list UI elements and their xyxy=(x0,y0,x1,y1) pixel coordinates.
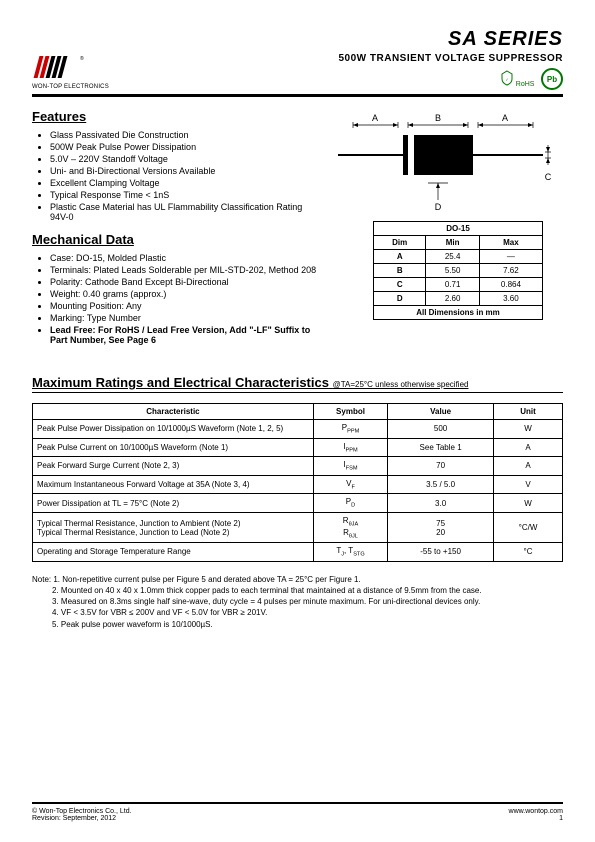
table-row: Peak Pulse Current on 10/1000µS Waveform… xyxy=(33,438,563,457)
features-list: Glass Passivated Die Construction 500W P… xyxy=(32,130,321,222)
features-heading: Features xyxy=(32,109,321,124)
mechanical-item: Polarity: Cathode Band Except Bi-Directi… xyxy=(50,277,321,287)
footer-url: www.wontop.com xyxy=(509,808,563,815)
pb-free-icon: Pb xyxy=(541,68,563,90)
feature-item: 5.0V – 220V Standoff Voltage xyxy=(50,154,321,164)
series-subtitle: 500W TRANSIENT VOLTAGE SUPPRESSOR xyxy=(339,53,564,64)
page-footer: © Won-Top Electronics Co., Ltd. Revision… xyxy=(32,802,563,822)
svg-text:C: C xyxy=(545,172,552,182)
svg-text:✓: ✓ xyxy=(505,77,508,82)
feature-item: Plastic Case Material has UL Flammabilit… xyxy=(50,202,321,222)
mechanical-item: Weight: 0.40 grams (approx.) xyxy=(50,289,321,299)
series-title: SA SERIES xyxy=(339,28,564,51)
footer-copyright: © Won-Top Electronics Co., Ltd. xyxy=(32,808,132,815)
ratings-heading: Maximum Ratings and Electrical Character… xyxy=(32,375,563,390)
svg-text:A: A xyxy=(372,113,378,123)
table-row: Typical Thermal Resistance, Junction to … xyxy=(33,512,563,542)
dimensions-table: DO-15 Dim Min Max A25.4— B5.507.62 C0.71… xyxy=(373,221,543,320)
feature-item: Uni- and Bi-Directional Versions Availab… xyxy=(50,166,321,176)
notes-block: Note: 1. Non-repetitive current pulse pe… xyxy=(32,574,563,630)
feature-item: Typical Response Time < 1nS xyxy=(50,190,321,200)
mechanical-heading: Mechanical Data xyxy=(32,232,321,247)
mechanical-item: Marking: Type Number xyxy=(50,313,321,323)
ratings-table: Characteristic Symbol Value Unit Peak Pu… xyxy=(32,403,563,562)
svg-text:®: ® xyxy=(80,55,84,62)
footer-revision: Revision: September, 2012 xyxy=(32,815,116,822)
ratings-conditions: @TA=25°C unless otherwise specified xyxy=(333,380,469,389)
table-row: Peak Pulse Power Dissipation on 10/1000µ… xyxy=(33,420,563,439)
mechanical-item: Mounting Position: Any xyxy=(50,301,321,311)
table-row: Peak Forward Surge Current (Note 2, 3)IF… xyxy=(33,457,563,476)
feature-item: 500W Peak Pulse Power Dissipation xyxy=(50,142,321,152)
svg-text:D: D xyxy=(435,202,442,212)
dimensions-footer: All Dimensions in mm xyxy=(374,306,543,320)
package-diagram: A B A C D xyxy=(333,105,553,215)
table-row: Maximum Instantaneous Forward Voltage at… xyxy=(33,475,563,494)
mechanical-item: Lead Free: For RoHS / Lead Free Version,… xyxy=(50,325,321,345)
company-logo: ® WON-TOP ELECTRONICS xyxy=(32,54,109,90)
feature-item: Glass Passivated Die Construction xyxy=(50,130,321,140)
dimensions-title: DO-15 xyxy=(374,222,543,236)
company-name: WON-TOP ELECTRONICS xyxy=(32,84,109,90)
table-row: Operating and Storage Temperature RangeT… xyxy=(33,543,563,562)
table-row: Power Dissipation at TL = 75°C (Note 2)P… xyxy=(33,494,563,513)
mechanical-list: Case: DO-15, Molded Plastic Terminals: P… xyxy=(32,253,321,345)
feature-item: Excellent Clamping Voltage xyxy=(50,178,321,188)
svg-text:A: A xyxy=(502,113,508,123)
mechanical-item: Case: DO-15, Molded Plastic xyxy=(50,253,321,263)
svg-text:B: B xyxy=(435,113,441,123)
footer-page: 1 xyxy=(559,815,563,822)
mechanical-item: Terminals: Plated Leads Solderable per M… xyxy=(50,265,321,275)
rohs-icon: ✓ RoHS xyxy=(500,70,535,88)
